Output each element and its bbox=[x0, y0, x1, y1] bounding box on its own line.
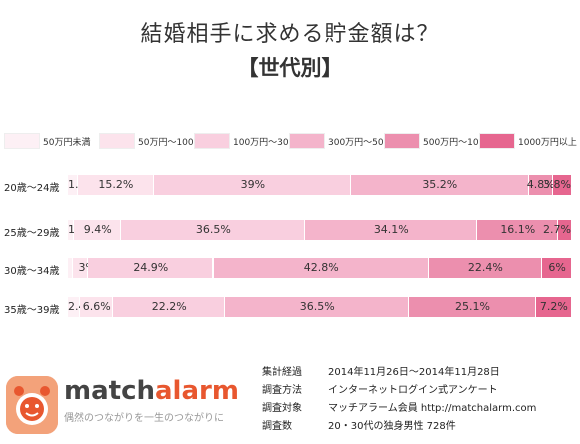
legend-swatch bbox=[194, 133, 230, 149]
category-label: 30歳～34歳 bbox=[4, 266, 60, 277]
legend-swatch bbox=[4, 133, 40, 149]
bar-segment bbox=[68, 297, 81, 317]
data-label: 34.1% bbox=[373, 223, 409, 236]
bar-segment bbox=[213, 258, 429, 278]
data-label: 25.1% bbox=[454, 300, 490, 313]
data-label: 2.7% bbox=[543, 223, 571, 236]
bar-segment bbox=[528, 175, 553, 195]
brand-tagline: 偶然のつながりを一生のつながりに bbox=[64, 413, 224, 424]
data-label: 35.2% bbox=[422, 178, 458, 191]
data-label: 22.2% bbox=[151, 300, 187, 313]
bar-segment bbox=[535, 297, 572, 317]
category-label: 25歳～29歳 bbox=[4, 228, 60, 239]
survey-value: 20・30代の独身男性 728件 bbox=[328, 420, 456, 432]
data-label: 6% bbox=[548, 261, 566, 274]
legend-label: 50万円～100万円 bbox=[138, 137, 212, 148]
bar-segment bbox=[305, 220, 478, 240]
category-label: 35歳～39歳 bbox=[4, 305, 60, 316]
data-label: 15.2% bbox=[98, 178, 134, 191]
data-label: 24.9% bbox=[133, 261, 169, 274]
bar-segment bbox=[541, 258, 572, 278]
data-label: 6.6% bbox=[82, 300, 111, 313]
legend-item: 50万円未満 bbox=[4, 131, 90, 151]
legend-item: 100万円～300万円 bbox=[194, 131, 312, 151]
survey-key: 調査対象 bbox=[262, 402, 302, 414]
alarm-clock-logo-icon bbox=[6, 376, 58, 434]
survey-row: 集計経過 2014年11月26日～2014年11月28日 bbox=[262, 361, 536, 379]
data-label: 22.4% bbox=[467, 261, 503, 274]
data-label: 3.8% bbox=[543, 178, 571, 191]
bar-segment bbox=[154, 175, 352, 195]
legend-swatch bbox=[384, 133, 420, 149]
data-label: 16.1% bbox=[500, 223, 536, 236]
brand-logo-text: matchalarm bbox=[64, 376, 239, 406]
data-label: 39% bbox=[240, 178, 266, 191]
bar-segment bbox=[225, 297, 410, 317]
data-label: 4.8% bbox=[526, 178, 555, 191]
survey-value: マッチアラーム会員 http://matchalarm.com bbox=[328, 402, 537, 414]
brand-name-accent: alarm bbox=[155, 376, 239, 406]
legend: 50万円未満 50万円～100万円 100万円～300万円 300万円～500万円 50… bbox=[4, 131, 577, 153]
legend-swatch bbox=[289, 133, 325, 149]
bar-segment bbox=[77, 175, 155, 195]
bar-segment bbox=[68, 175, 78, 195]
chart-subtitle: 【世代別】 bbox=[237, 56, 343, 80]
survey-value: インターネットログイン式アンケート bbox=[328, 384, 498, 396]
legend-item: 500万円～1000万円 bbox=[384, 131, 508, 151]
survey-key: 集計経過 bbox=[262, 366, 302, 378]
survey-row: 調査対象 マッチアラーム会員 http://matchalarm.com bbox=[262, 397, 536, 415]
bar-segment bbox=[409, 297, 536, 317]
bar-segment bbox=[351, 175, 529, 195]
category-label: 20歳～24歳 bbox=[4, 183, 60, 194]
survey-key: 調査方法 bbox=[262, 384, 302, 396]
bar-segment bbox=[68, 258, 74, 278]
legend-label: 100万円～300万円 bbox=[233, 137, 313, 148]
data-label: 36.5% bbox=[299, 300, 335, 313]
bar-segment bbox=[429, 258, 542, 278]
legend-item: 1000万円以上 bbox=[479, 131, 577, 151]
bar-segment bbox=[477, 220, 559, 240]
legend-item: 50万円～100万円 bbox=[99, 131, 212, 151]
bar-segment bbox=[74, 220, 122, 240]
bar-segment bbox=[73, 258, 89, 278]
survey-info: 集計経過 2014年11月26日～2014年11月28日 調査方法 インターネッ… bbox=[262, 361, 536, 433]
survey-row: 調査方法 インターネットログイン式アンケート bbox=[262, 379, 536, 397]
legend-swatch bbox=[99, 133, 135, 149]
survey-key: 調査数 bbox=[262, 420, 292, 432]
bar-segment bbox=[121, 220, 306, 240]
legend-label: 1000万円以上 bbox=[518, 137, 577, 148]
legend-label: 300万円～500万円 bbox=[328, 137, 408, 148]
data-label: 36.5% bbox=[195, 223, 231, 236]
data-label: 42.8% bbox=[303, 261, 339, 274]
legend-label: 50万円未満 bbox=[43, 137, 91, 148]
data-label: 9.4% bbox=[83, 223, 112, 236]
brand-name-main: match bbox=[64, 376, 155, 406]
bar-segment bbox=[558, 220, 572, 240]
legend-label: 500万円～1000万円 bbox=[423, 137, 509, 148]
legend-item: 300万円～500万円 bbox=[289, 131, 407, 151]
bar-segment bbox=[68, 220, 75, 240]
bar-segment bbox=[113, 297, 226, 317]
bar-segment bbox=[552, 175, 572, 195]
survey-row: 調査数 20・30代の独身男性 728件 bbox=[262, 415, 536, 433]
survey-value: 2014年11月26日～2014年11月28日 bbox=[328, 366, 500, 378]
bar-segment bbox=[80, 297, 114, 317]
data-label: 7.2% bbox=[539, 300, 568, 313]
bar-segment bbox=[88, 258, 214, 278]
chart-title: 結婚相手に求める貯金額は？ bbox=[140, 22, 440, 47]
legend-swatch bbox=[479, 133, 515, 149]
